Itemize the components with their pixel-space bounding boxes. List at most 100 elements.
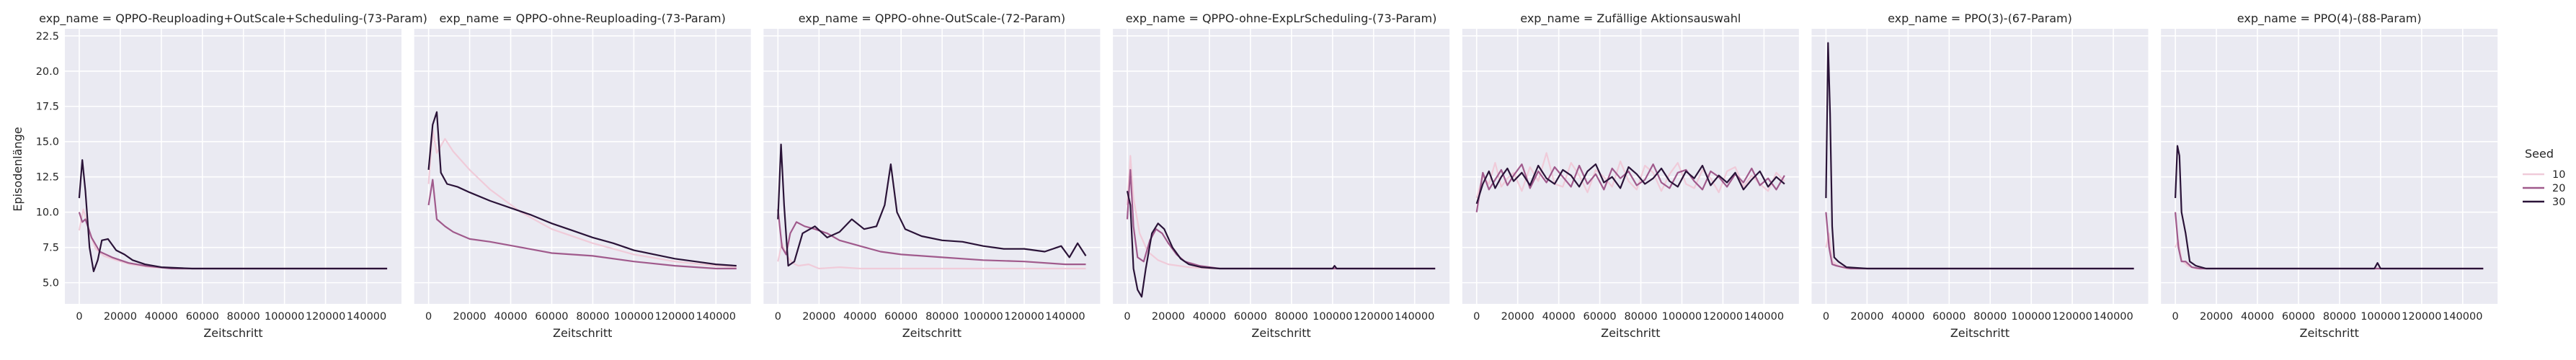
series-line-seed-30 xyxy=(1825,42,2134,270)
series-line-seed-30 xyxy=(777,143,1087,267)
x-tick-label: 60000 xyxy=(1932,311,1966,323)
series-line-seed-30 xyxy=(2175,145,2484,270)
x-tick-label: 60000 xyxy=(535,311,568,323)
series-line-seed-10 xyxy=(427,129,737,269)
y-tick-label: 7.5 xyxy=(43,243,59,254)
series-line-seed-20 xyxy=(427,179,737,270)
x-tick-label: 120000 xyxy=(2402,311,2441,323)
panel-background xyxy=(1462,29,1799,304)
x-tick-label: 120000 xyxy=(306,311,345,323)
panel-title: exp_name = QPPO-Reuploading+OutScale+Sch… xyxy=(39,12,427,26)
x-tick-label: 100000 xyxy=(265,311,304,323)
x-tick-label: 40000 xyxy=(1542,311,1576,323)
x-tick-label: 20000 xyxy=(2200,311,2233,323)
x-axis-label: Zeitschritt xyxy=(1950,326,2009,340)
x-tick-label: 80000 xyxy=(227,311,260,323)
x-tick-label: 100000 xyxy=(1313,311,1352,323)
series-line-seed-20 xyxy=(777,209,1086,266)
x-tick-label: 140000 xyxy=(2093,311,2133,323)
series-line-seed-20 xyxy=(1475,163,1785,212)
facet-panel: 0 20000 40000 60000 80000 100000 120000 140000 e… xyxy=(414,12,751,340)
x-tick-label: 140000 xyxy=(1744,311,1784,323)
x-tick-label: 0 xyxy=(1473,311,1480,323)
x-tick-label: 80000 xyxy=(576,311,609,323)
legend-items: 10 20 30 xyxy=(2523,169,2565,208)
x-tick-label: 80000 xyxy=(2323,311,2356,323)
x-tick-label: 0 xyxy=(775,311,781,323)
x-tick-label: 120000 xyxy=(655,311,695,323)
x-tick-label: 0 xyxy=(76,311,82,323)
facet-panel: 0 20000 40000 60000 80000 100000 120000 140000 e… xyxy=(1462,12,1799,340)
x-tick-label: 140000 xyxy=(696,311,736,323)
x-tick-label: 140000 xyxy=(1395,311,1434,323)
panel-title: exp_name = Zufällige Aktionsauswahl xyxy=(1520,12,1741,26)
x-tick-label: 100000 xyxy=(2360,311,2400,323)
x-tick-label: 60000 xyxy=(884,311,918,323)
y-tick-label: 20.0 xyxy=(36,66,59,78)
y-tick-label: 17.5 xyxy=(36,102,59,113)
legend-label: 20 xyxy=(2552,183,2565,194)
panel-background xyxy=(2161,29,2498,304)
x-axis-label: Zeitschritt xyxy=(2300,326,2359,340)
x-tick-label: 120000 xyxy=(1004,311,1044,323)
x-tick-label: 40000 xyxy=(2241,311,2274,323)
x-tick-label: 60000 xyxy=(2282,311,2315,323)
panel-title: exp_name = PPO(4)-(88-Param) xyxy=(2237,12,2422,26)
series-line-seed-30 xyxy=(1126,191,1436,298)
y-tick-label: 22.5 xyxy=(36,31,59,42)
x-tick-label: 40000 xyxy=(145,311,178,323)
x-tick-label: 100000 xyxy=(614,311,654,323)
x-tick-label: 0 xyxy=(1823,311,1829,323)
x-tick-label: 20000 xyxy=(453,311,487,323)
x-tick-label: 60000 xyxy=(186,311,219,323)
x-tick-label: 20000 xyxy=(1152,311,1185,323)
x-axis-label: Zeitschritt xyxy=(203,326,262,340)
x-tick-label: 40000 xyxy=(494,311,527,323)
x-tick-label: 140000 xyxy=(2443,311,2482,323)
series-line-seed-30 xyxy=(1475,163,1785,204)
panel-title: exp_name = QPPO-ohne-Reuploading-(73-Par… xyxy=(439,12,725,26)
y-tick-label: 15.0 xyxy=(36,137,59,148)
facet-panel: 0 20000 40000 60000 80000 100000 120000 140000 e… xyxy=(1113,12,1450,340)
x-tick-label: 20000 xyxy=(1501,311,1535,323)
x-tick-label: 120000 xyxy=(2052,311,2092,323)
x-tick-label: 0 xyxy=(2172,311,2179,323)
x-axis-label: Zeitschritt xyxy=(553,326,612,340)
panel-background xyxy=(65,29,401,304)
y-tick-label: 10.0 xyxy=(36,207,59,219)
x-tick-label: 0 xyxy=(425,311,432,323)
x-tick-label: 20000 xyxy=(104,311,137,323)
legend-title: Seed xyxy=(2525,147,2554,161)
x-tick-label: 120000 xyxy=(1703,311,1743,323)
x-tick-label: 40000 xyxy=(843,311,876,323)
y-axis-label: Episodenlänge xyxy=(11,127,25,211)
legend-label: 30 xyxy=(2552,197,2565,208)
panel-title: exp_name = QPPO-ohne-OutScale-(72-Param) xyxy=(799,12,1065,26)
x-tick-label: 100000 xyxy=(963,311,1003,323)
x-tick-label: 60000 xyxy=(1234,311,1267,323)
panel-background xyxy=(414,29,751,304)
y-tick-label: 12.5 xyxy=(36,172,59,184)
x-tick-label: 20000 xyxy=(1850,311,1883,323)
x-tick-label: 40000 xyxy=(1193,311,1226,323)
x-tick-label: 80000 xyxy=(925,311,959,323)
x-axis-label: Zeitschritt xyxy=(1601,326,1660,340)
x-tick-label: 40000 xyxy=(1891,311,1924,323)
x-tick-label: 20000 xyxy=(802,311,835,323)
x-tick-label: 80000 xyxy=(1973,311,2007,323)
panel-title: exp_name = QPPO-ohne-ExpLrScheduling-(73… xyxy=(1126,12,1437,26)
facet-panel: 0 20000 40000 60000 80000 100000 120000 140000 5… xyxy=(36,12,427,340)
facet-panel: 0 20000 40000 60000 80000 100000 120000 140000 e… xyxy=(2161,12,2498,340)
series-line-seed-30 xyxy=(427,111,737,267)
y-tick-label: 5.0 xyxy=(43,278,59,289)
x-axis-label: Zeitschritt xyxy=(902,326,961,340)
series-line-seed-30 xyxy=(78,159,388,272)
x-tick-label: 140000 xyxy=(1045,311,1085,323)
x-tick-label: 140000 xyxy=(347,311,386,323)
chart-panels: 0 20000 40000 60000 80000 100000 120000 1400005… xyxy=(36,12,2498,340)
facet-panel: 0 20000 40000 60000 80000 100000 120000 140000 e… xyxy=(1811,12,2149,340)
x-tick-label: 120000 xyxy=(1354,311,1393,323)
x-tick-label: 100000 xyxy=(1662,311,1702,323)
x-tick-label: 60000 xyxy=(1584,311,1617,323)
